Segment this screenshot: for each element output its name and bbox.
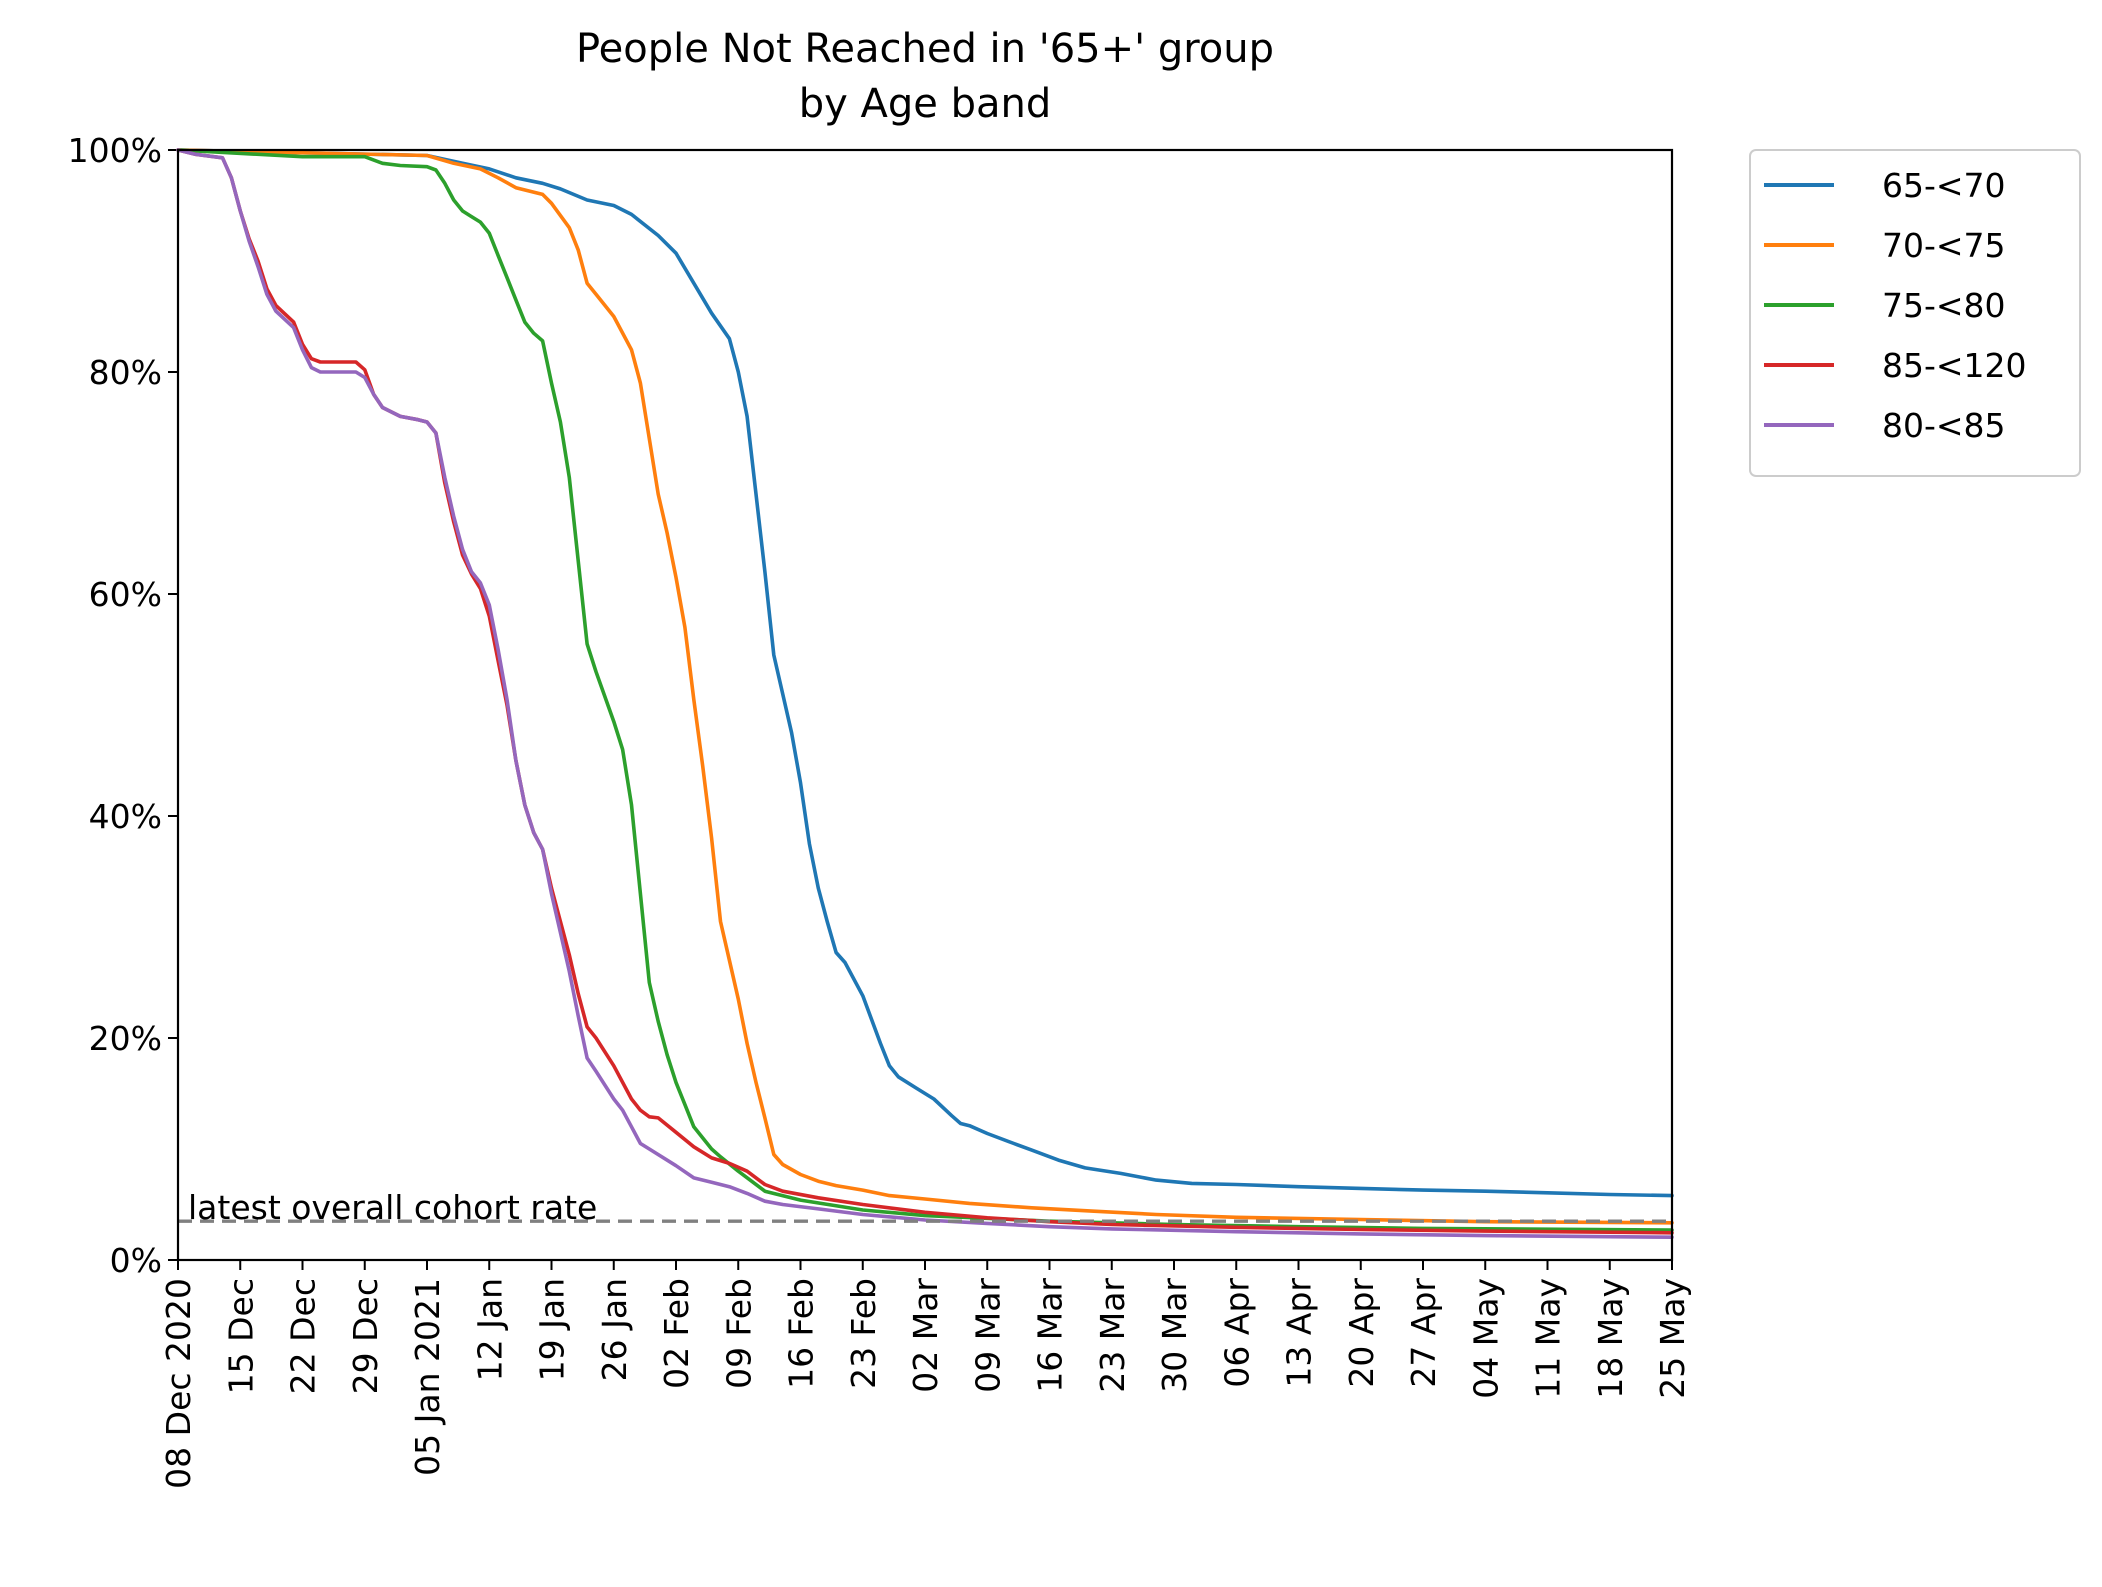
x-tick-label: 04 May	[1466, 1278, 1505, 1399]
x-tick-label: 20 Apr	[1342, 1278, 1381, 1388]
reference-line-label: latest overall cohort rate	[188, 1188, 597, 1227]
x-tick-label: 13 Apr	[1280, 1278, 1319, 1388]
legend: 65-<70 70-<75 75-<80 85-<120 80-<85	[1749, 149, 2081, 477]
y-tick-label: 20%	[89, 1019, 162, 1058]
x-tick-label: 23 Feb	[844, 1278, 883, 1389]
chart-title: People Not Reached in '65+' group	[576, 26, 1274, 72]
x-tick-label: 16 Mar	[1031, 1278, 1070, 1393]
y-tick-label: 80%	[89, 353, 162, 392]
x-tick-label: 09 Feb	[719, 1278, 758, 1389]
series-line-1	[176, 148, 1674, 1225]
x-tick-label: 11 May	[1529, 1278, 1568, 1399]
x-tick-label: 30 Mar	[1155, 1278, 1194, 1393]
x-tick-label: 12 Jan	[470, 1278, 509, 1381]
x-tick-label: 27 Apr	[1404, 1278, 1443, 1388]
x-tick-label: 02 Feb	[657, 1278, 696, 1389]
x-tick-label: 09 Mar	[968, 1278, 1007, 1393]
x-tick-label: 06 Apr	[1217, 1278, 1256, 1388]
x-tick-label: 08 Dec 2020	[159, 1278, 198, 1489]
plot-frame	[176, 148, 1674, 1262]
series-line-0	[176, 148, 1674, 1198]
y-tick-label: 0%	[110, 1241, 162, 1280]
y-tick-label: 100%	[68, 131, 162, 170]
series-layer	[176, 148, 1674, 1239]
chart-subtitle: by Age band	[799, 81, 1052, 127]
legend-label: 85-<120	[1882, 346, 2027, 385]
x-tick-label: 16 Feb	[782, 1278, 821, 1389]
reference-line-group: latest overall cohort rate	[178, 1188, 1672, 1227]
x-tick-label: 02 Mar	[906, 1278, 945, 1393]
y-axis: 0% 20% 40% 60% 80% 100%	[68, 131, 178, 1280]
y-tick-label: 60%	[89, 575, 162, 614]
x-tick-label: 29 Dec	[346, 1278, 385, 1394]
legend-label: 70-<75	[1882, 226, 2006, 265]
x-tick-label: 05 Jan 2021	[408, 1278, 447, 1476]
series-line-2	[176, 148, 1674, 1232]
x-tick-label: 23 Mar	[1093, 1278, 1132, 1393]
series-line-4	[176, 148, 1674, 1239]
legend-label: 75-<80	[1882, 286, 2006, 325]
x-tick-label: 18 May	[1591, 1278, 1630, 1399]
y-tick-label: 40%	[89, 797, 162, 836]
x-tick-label: 26 Jan	[595, 1278, 634, 1381]
x-tick-label: 15 Dec	[221, 1278, 260, 1394]
legend-label: 80-<85	[1882, 406, 2006, 445]
x-tick-label: 19 Jan	[533, 1278, 572, 1381]
legend-box	[1749, 149, 2081, 477]
x-tick-label: 22 Dec	[284, 1278, 323, 1394]
x-axis: 08 Dec 2020 15 Dec 22 Dec 29 Dec 05 Jan 2021…	[159, 1260, 1692, 1489]
legend-label: 65-<70	[1882, 166, 2006, 205]
x-tick-label: 25 May	[1653, 1278, 1692, 1399]
